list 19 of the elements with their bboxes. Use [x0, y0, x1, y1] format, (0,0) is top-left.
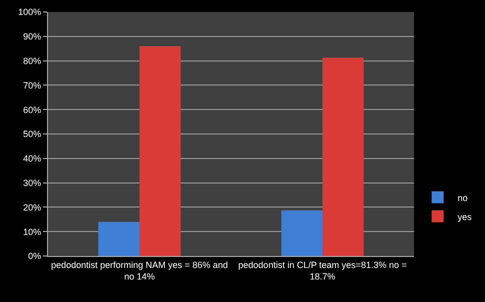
- y-tick-label: 90%: [23, 32, 42, 42]
- y-tick-label: 60%: [23, 104, 42, 115]
- y-tick-label: 0%: [28, 251, 42, 262]
- y-tick-label: 100%: [18, 7, 42, 18]
- legend-label: yes: [458, 212, 472, 222]
- bar: [322, 58, 364, 256]
- bar: [140, 46, 181, 256]
- y-tick-label: 10%: [23, 226, 42, 237]
- bar: [281, 210, 322, 256]
- y-tick-label: 70%: [23, 80, 42, 90]
- y-tick-label: 30%: [23, 178, 42, 188]
- legend-label: no: [458, 192, 468, 203]
- y-tick-label: 50%: [23, 129, 42, 140]
- x-tick-label: pedodontist in CL/P team yes=81.3% no = 18.7%: [238, 260, 407, 282]
- bar: [98, 222, 140, 256]
- y-tick-label: 40%: [23, 154, 42, 164]
- y-tick-label: 20%: [23, 202, 42, 212]
- y-tick-label: 80%: [23, 56, 42, 66]
- x-tick-label: pedodontist performing NAM yes = 86% and no 14%: [51, 260, 228, 282]
